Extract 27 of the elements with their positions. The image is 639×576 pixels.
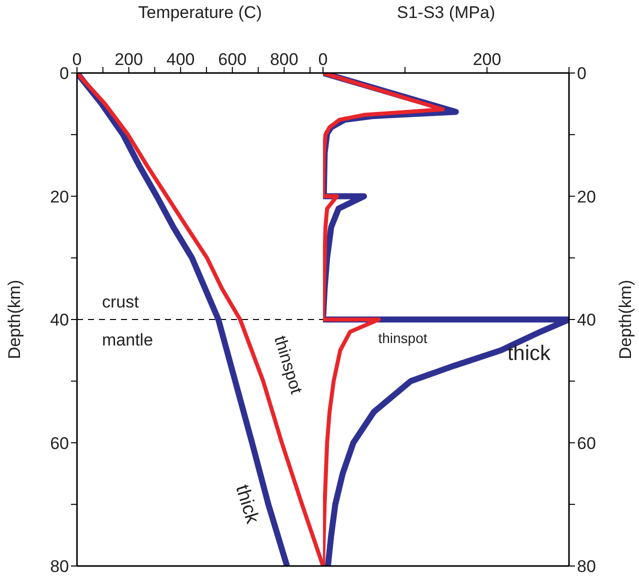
x-tick-label: 400 [166,50,195,69]
y-tick-label: 80 [577,557,596,576]
x-tick-label: 200 [114,50,143,69]
annotation: mantle [102,330,154,350]
series-label: thinspot [378,330,428,346]
series-label: thick [507,342,552,365]
y-tick-label: 60 [50,434,69,453]
y-axis-title: Depth(km) [5,280,24,360]
y-tick-label: 40 [50,310,69,330]
y-tick-label: 40 [577,310,596,330]
x-tick-label: 600 [218,50,247,69]
annotation: crust [102,292,140,312]
x-tick-label: 800 [270,50,298,69]
text: thick [231,482,263,526]
text: thinspot [270,334,306,396]
y-tick-label: 60 [577,434,596,453]
x-tick-label: 0 [72,50,82,69]
y-tick-label: 0 [577,64,586,84]
y-tick-label: 80 [50,557,69,576]
y-tick-label: 0 [60,64,69,84]
y-tick-label: 20 [577,187,596,206]
y-tick-label: 20 [50,187,69,206]
y-axis-title: Depth(km) [616,280,636,360]
x-axis-title: S1-S3 (MPa) [396,3,496,22]
x-tick-label: 0 [318,50,328,69]
x-tick-label: 200 [472,50,502,69]
x-axis-title: Temperature (C) [138,3,262,22]
